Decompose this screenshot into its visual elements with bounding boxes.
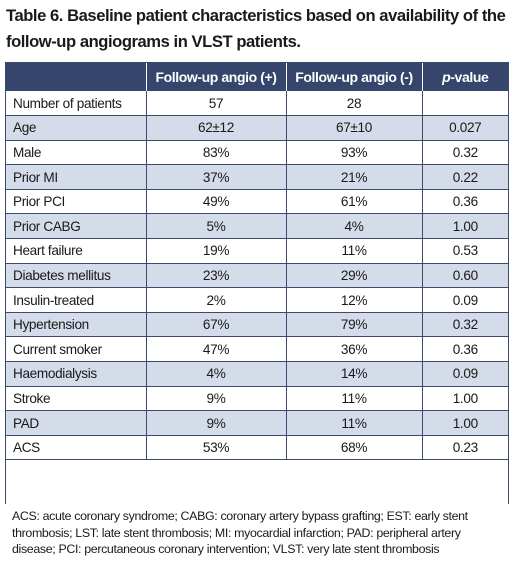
header-row: Follow-up angio (+) Follow-up angio (-) … xyxy=(6,63,508,91)
row-label: Stroke xyxy=(6,386,147,412)
follow-up-positive-value: 62±12 xyxy=(146,115,287,141)
row-label: Heart failure xyxy=(6,238,147,264)
row-label: ACS xyxy=(6,435,147,461)
follow-up-positive-value: 4% xyxy=(146,361,287,387)
row-label: Number of patients xyxy=(6,91,147,117)
p-value: 0.60 xyxy=(422,263,508,289)
header-p-value: p-value xyxy=(422,63,508,91)
p-value: 0.027 xyxy=(422,115,508,141)
characteristics-table: Follow-up angio (+) Follow-up angio (-) … xyxy=(6,63,508,461)
follow-up-positive-value: 9% xyxy=(146,410,287,436)
row-label: Age xyxy=(6,115,147,141)
p-value: 0.22 xyxy=(422,164,508,190)
p-value: 0.53 xyxy=(422,238,508,264)
follow-up-negative-value: 12% xyxy=(286,287,423,313)
follow-up-positive-value: 37% xyxy=(146,164,287,190)
row-label: Prior CABG xyxy=(6,213,147,240)
table-row: Heart failure 19% 11% 0.53 xyxy=(6,238,508,264)
header-follow-up-negative: Follow-up angio (-) xyxy=(286,63,423,91)
follow-up-positive-value: 47% xyxy=(146,336,287,363)
table-container: Follow-up angio (+) Follow-up angio (-) … xyxy=(5,62,509,564)
follow-up-positive-value: 5% xyxy=(146,213,287,240)
follow-up-negative-value: 36% xyxy=(286,336,423,363)
header-p-suffix: -value xyxy=(450,69,489,85)
row-label: Diabetes mellitus xyxy=(6,263,147,289)
table-row: PAD 9% 11% 1.00 xyxy=(6,410,508,436)
follow-up-positive-value: 83% xyxy=(146,140,287,166)
row-label: Hypertension xyxy=(6,312,147,338)
table-row: Male 83% 93% 0.32 xyxy=(6,140,508,166)
table-row: Hypertension 67% 79% 0.32 xyxy=(6,312,508,338)
table-body: Number of patients 57 28 Age 62±12 67±10 0.027… xyxy=(6,91,508,461)
follow-up-negative-value: 29% xyxy=(286,263,423,289)
table-row: Prior CABG 5% 4% 1.00 xyxy=(6,213,508,240)
follow-up-negative-value: 79% xyxy=(286,312,423,338)
p-value: 0.32 xyxy=(422,312,508,338)
follow-up-negative-value: 11% xyxy=(286,386,423,412)
row-label: Insulin-treated xyxy=(6,287,147,313)
follow-up-positive-value: 57 xyxy=(146,91,287,117)
table-row: Insulin-treated 2% 12% 0.09 xyxy=(6,287,508,313)
follow-up-positive-value: 53% xyxy=(146,435,287,461)
follow-up-positive-value: 49% xyxy=(146,189,287,215)
row-label: Prior PCI xyxy=(6,189,147,215)
row-label: Current smoker xyxy=(6,336,147,363)
table-row: Stroke 9% 11% 1.00 xyxy=(6,386,508,412)
follow-up-positive-value: 19% xyxy=(146,238,287,264)
p-value: 0.09 xyxy=(422,361,508,387)
row-label: Prior MI xyxy=(6,164,147,190)
p-value: 0.32 xyxy=(422,140,508,166)
follow-up-negative-value: 67±10 xyxy=(286,115,423,141)
p-value: 0.23 xyxy=(422,435,508,461)
table-footnote: ACS: acute coronary syndrome; CABG: coro… xyxy=(5,504,509,564)
table-row: ACS 53% 68% 0.23 xyxy=(6,435,508,461)
header-label-column xyxy=(6,63,147,91)
follow-up-negative-value: 4% xyxy=(286,213,423,240)
follow-up-negative-value: 68% xyxy=(286,435,423,461)
header-p-letter: p xyxy=(442,69,451,85)
follow-up-negative-value: 11% xyxy=(286,410,423,436)
table-title: Table 6. Baseline patient characteristic… xyxy=(6,6,506,51)
follow-up-negative-value: 14% xyxy=(286,361,423,387)
table-row: Prior PCI 49% 61% 0.36 xyxy=(6,189,508,215)
table-row: Number of patients 57 28 xyxy=(6,91,508,117)
p-value: 0.36 xyxy=(422,336,508,363)
p-value: 1.00 xyxy=(422,410,508,436)
table-row: Diabetes mellitus 23% 29% 0.60 xyxy=(6,263,508,289)
p-value: 1.00 xyxy=(422,213,508,240)
follow-up-positive-value: 67% xyxy=(146,312,287,338)
follow-up-positive-value: 2% xyxy=(146,287,287,313)
row-label: PAD xyxy=(6,410,147,436)
p-value: 0.09 xyxy=(422,287,508,313)
p-value xyxy=(422,91,508,117)
follow-up-negative-value: 93% xyxy=(286,140,423,166)
follow-up-positive-value: 23% xyxy=(146,263,287,289)
table-row: Haemodialysis 4% 14% 0.09 xyxy=(6,361,508,387)
p-value: 0.36 xyxy=(422,189,508,215)
follow-up-negative-value: 61% xyxy=(286,189,423,215)
table-row: Age 62±12 67±10 0.027 xyxy=(6,115,508,141)
row-label: Haemodialysis xyxy=(6,361,147,387)
follow-up-positive-value: 9% xyxy=(146,386,287,412)
follow-up-negative-value: 28 xyxy=(286,91,423,117)
table-row: Current smoker 47% 36% 0.36 xyxy=(6,336,508,363)
header-follow-up-positive: Follow-up angio (+) xyxy=(146,63,287,91)
follow-up-negative-value: 21% xyxy=(286,164,423,190)
row-label: Male xyxy=(6,140,147,166)
follow-up-negative-value: 11% xyxy=(286,238,423,264)
p-value: 1.00 xyxy=(422,386,508,412)
table-row: Prior MI 37% 21% 0.22 xyxy=(6,164,508,190)
